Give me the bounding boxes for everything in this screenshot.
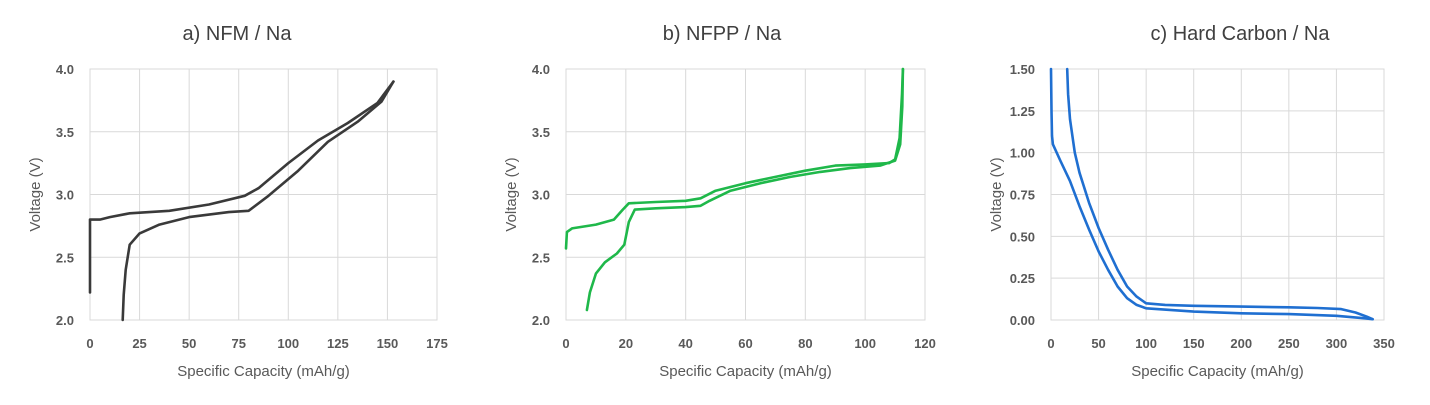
x-tick-label: 20 bbox=[619, 336, 633, 351]
plot-area-frame bbox=[1050, 68, 1385, 321]
y-tick-label: 0.25 bbox=[1010, 271, 1035, 286]
series-line-2 bbox=[1065, 67, 1374, 321]
x-tick-label: 150 bbox=[1183, 336, 1205, 351]
y-axis-label: Voltage (V) bbox=[503, 157, 520, 231]
series-line-1 bbox=[1049, 67, 1374, 321]
x-axis-label: Specific Capacity (mAh/g) bbox=[659, 363, 832, 380]
x-tick-label: 0 bbox=[562, 336, 569, 351]
chart-title: b) NFPP / Na bbox=[663, 23, 782, 45]
x-tick-label: 100 bbox=[854, 336, 876, 351]
series-line-2 bbox=[121, 80, 395, 322]
x-tick-label: 150 bbox=[377, 336, 399, 351]
y-axis-label: Voltage (V) bbox=[27, 157, 44, 231]
y-tick-label: 2.0 bbox=[532, 313, 550, 328]
x-tick-label: 125 bbox=[327, 336, 349, 351]
y-tick-label: 0.00 bbox=[1010, 313, 1035, 328]
y-tick-label: 2.5 bbox=[532, 250, 550, 265]
x-tick-label: 25 bbox=[132, 336, 146, 351]
y-tick-label: 0.50 bbox=[1010, 229, 1035, 244]
chart-title: c) Hard Carbon / Na bbox=[1151, 23, 1331, 45]
chart-panel-1: a) NFM / Na 0 25 50 75 100 125 150 175 2.0 2.5 3.0 3… bbox=[27, 23, 448, 380]
x-tick-label: 50 bbox=[1091, 336, 1105, 351]
y-axis-label: Voltage (V) bbox=[988, 157, 1005, 231]
x-tick-label: 250 bbox=[1278, 336, 1300, 351]
x-tick-label: 0 bbox=[86, 336, 93, 351]
y-tick-label: 1.25 bbox=[1010, 104, 1035, 119]
x-tick-label: 40 bbox=[678, 336, 692, 351]
x-tick-label: 350 bbox=[1373, 336, 1395, 351]
x-tick-label: 100 bbox=[1135, 336, 1157, 351]
plot-area-frame bbox=[565, 68, 926, 321]
y-tick-label: 3.5 bbox=[56, 125, 74, 140]
y-tick-label: 4.0 bbox=[532, 62, 550, 77]
y-tick-label: 3.0 bbox=[56, 188, 74, 203]
y-tick-label: 4.0 bbox=[56, 62, 74, 77]
y-tick-label: 3.5 bbox=[532, 125, 550, 140]
x-tick-label: 200 bbox=[1230, 336, 1252, 351]
series-line-1 bbox=[88, 80, 395, 294]
chart-panel-3: c) Hard Carbon / Na 0 50 100 150 200 250 300 350… bbox=[988, 23, 1395, 380]
x-tick-label: 80 bbox=[798, 336, 812, 351]
x-tick-label: 175 bbox=[426, 336, 448, 351]
plot-area-frame bbox=[89, 68, 438, 321]
chart-title: a) NFM / Na bbox=[183, 23, 293, 45]
x-axis-label: Specific Capacity (mAh/g) bbox=[1131, 363, 1304, 380]
y-tick-label: 2.5 bbox=[56, 250, 74, 265]
y-tick-label: 2.0 bbox=[56, 313, 74, 328]
x-tick-label: 120 bbox=[914, 336, 936, 351]
series-line-1 bbox=[564, 67, 905, 250]
x-tick-label: 0 bbox=[1047, 336, 1054, 351]
y-tick-label: 3.0 bbox=[532, 188, 550, 203]
x-axis-label: Specific Capacity (mAh/g) bbox=[177, 363, 350, 380]
chart-panel-2: b) NFPP / Na 0 20 40 60 80 100 120 2.0 2.5 3.0 3.5 4… bbox=[503, 23, 936, 380]
x-tick-label: 60 bbox=[738, 336, 752, 351]
x-tick-label: 75 bbox=[231, 336, 245, 351]
x-tick-label: 50 bbox=[182, 336, 196, 351]
y-tick-label: 0.75 bbox=[1010, 188, 1035, 203]
series-line-2 bbox=[585, 67, 905, 312]
y-tick-label: 1.00 bbox=[1010, 146, 1035, 161]
x-tick-label: 100 bbox=[277, 336, 299, 351]
x-tick-label: 300 bbox=[1326, 336, 1348, 351]
y-tick-label: 1.50 bbox=[1010, 62, 1035, 77]
